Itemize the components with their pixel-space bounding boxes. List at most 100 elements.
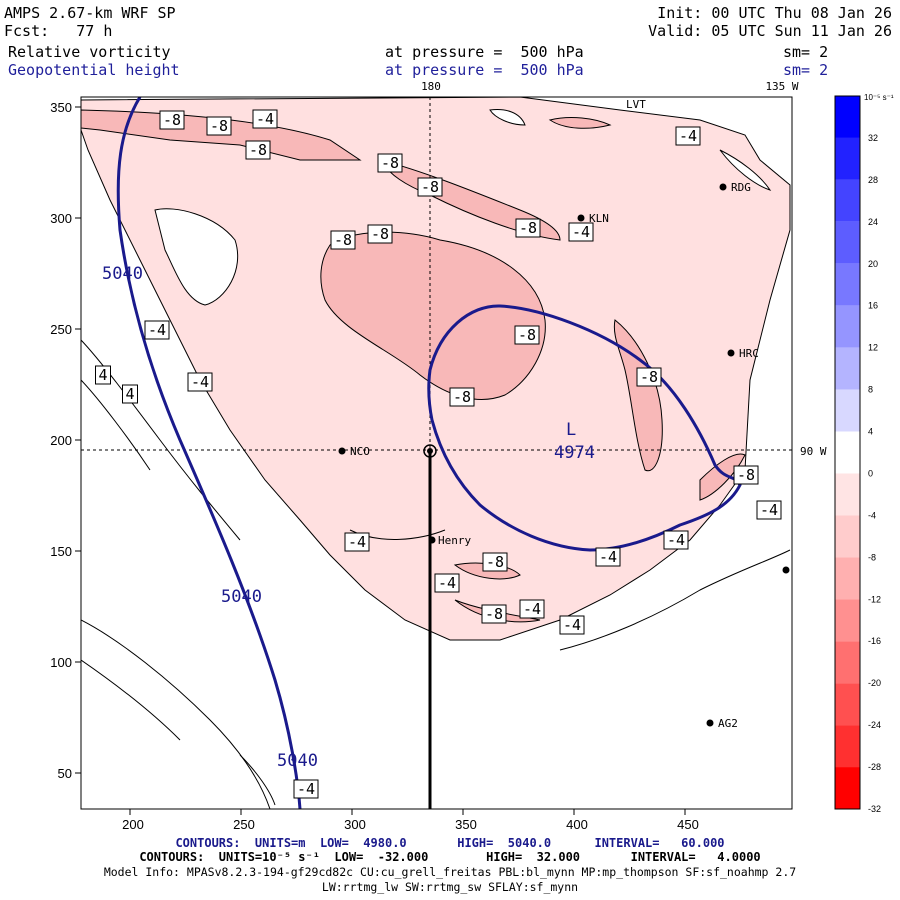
colorbar-swatch bbox=[835, 137, 860, 180]
parallel-90w-label: 90 W bbox=[800, 445, 827, 458]
station-label-hrc: HRC bbox=[739, 347, 759, 360]
vorticity-label-box bbox=[595, 547, 621, 567]
vorticity-label: -8 bbox=[486, 553, 504, 571]
colorbar-swatch bbox=[835, 179, 860, 222]
vorticity-label-box bbox=[519, 599, 545, 619]
vorticity-label-box bbox=[568, 222, 594, 242]
vorticity-label-box bbox=[367, 224, 393, 244]
x-axis: 200 250 300 350 400 450 bbox=[122, 809, 699, 832]
vorticity-label-box bbox=[434, 573, 460, 593]
footer-contours-height: CONTOURS: UNITS=m LOW= 4980.0 HIGH= 5040… bbox=[175, 836, 725, 850]
colorbar-swatch bbox=[835, 515, 860, 558]
colorbar: 32 28 24 20 16 12 8 4 0 -4 -8 -12 -16 -20 -24 -28 -32 bbox=[834, 95, 881, 814]
footer-contours-vorticity: CONTOURS: UNITS=10⁻⁵ s⁻¹ LOW= -32.000 HI… bbox=[139, 850, 761, 864]
station-marker bbox=[428, 536, 436, 544]
colorbar-swatch bbox=[835, 725, 860, 768]
vorticity-contour-line bbox=[81, 619, 271, 809]
station-label-kln: KLN bbox=[589, 212, 609, 225]
station-label-ag2: AG2 bbox=[718, 717, 738, 730]
vorticity-contour-line bbox=[81, 659, 181, 741]
colorbar-tick-label: -12 bbox=[868, 594, 881, 604]
model-title: AMPS 2.67-km WRF SP bbox=[4, 4, 176, 22]
vorticity-contour-line bbox=[239, 754, 276, 806]
vorticity-label: -4 bbox=[563, 616, 581, 634]
vorticity-label-box bbox=[252, 109, 278, 129]
y-tick-label: 50 bbox=[58, 766, 72, 781]
vorticity-label: -4 bbox=[148, 321, 166, 339]
vorticity-label: 4 bbox=[125, 385, 134, 403]
station-marker bbox=[727, 349, 735, 357]
colorbar-swatch bbox=[835, 305, 860, 348]
colorbar-swatch bbox=[835, 473, 860, 516]
vorticity-label: -4 bbox=[679, 127, 697, 145]
vorticity-label-box bbox=[482, 552, 508, 572]
colorbar-frame bbox=[834, 95, 861, 810]
y-tick-label: 250 bbox=[50, 322, 72, 337]
vorticity-label-box bbox=[95, 365, 111, 385]
vorticity-label: -8 bbox=[210, 117, 228, 135]
vorticity-fill-minus8 bbox=[320, 231, 546, 400]
vorticity-label: -8 bbox=[371, 225, 389, 243]
vorticity-label: -8 bbox=[485, 605, 503, 623]
height-label: 5040 bbox=[221, 587, 262, 607]
vorticity-label: -8 bbox=[640, 368, 658, 386]
vorticity-label: -4 bbox=[760, 501, 778, 519]
y-tick-label: 350 bbox=[50, 100, 72, 115]
vorticity-label: -4 bbox=[191, 373, 209, 391]
field1-level: at pressure = 500 hPa bbox=[385, 43, 584, 61]
colorbar-tick-label: -16 bbox=[868, 636, 881, 646]
colorbar-tick-label: 0 bbox=[868, 468, 873, 478]
station-label-nco: NCO bbox=[350, 445, 370, 458]
vorticity-label-box bbox=[293, 779, 319, 799]
colorbar-tick-label: 4 bbox=[868, 427, 873, 437]
footer-model-info-2: LW:rrtmg_lw SW:rrtmg_sw SFLAY:sf_mynn bbox=[321, 880, 579, 894]
colorbar-swatch bbox=[835, 263, 860, 306]
x-tick-label: 450 bbox=[677, 817, 699, 832]
south-pole-marker bbox=[427, 448, 433, 454]
colorbar-tick-label: -20 bbox=[868, 678, 881, 688]
station-label-rdg: RDG bbox=[731, 181, 751, 194]
station-label-henry: Henry bbox=[438, 534, 471, 547]
colorbar-tick-label: -24 bbox=[868, 720, 881, 730]
vorticity-label: -4 bbox=[438, 574, 456, 592]
vorticity-label-box bbox=[330, 230, 356, 250]
vorticity-label-box bbox=[417, 177, 443, 197]
vorticity-label-box bbox=[756, 500, 782, 520]
vorticity-label: -4 bbox=[297, 780, 315, 798]
vorticity-label-box bbox=[733, 465, 759, 485]
x-tick-label: 200 bbox=[122, 817, 144, 832]
station-marker bbox=[706, 719, 714, 727]
colorbar-tick-label: 8 bbox=[868, 385, 873, 395]
colorbar-swatch bbox=[835, 767, 860, 809]
vorticity-label-box bbox=[144, 320, 170, 340]
vorticity-label: -4 bbox=[523, 600, 541, 618]
vorticity-label-box bbox=[514, 325, 540, 345]
field2-name: Geopotential height bbox=[8, 61, 180, 79]
vorticity-label: -8 bbox=[518, 326, 536, 344]
vorticity-label-box bbox=[159, 110, 185, 130]
y-axis: 350 300 250 200 150 100 50 bbox=[50, 100, 81, 781]
vorticity-contour-line bbox=[81, 339, 241, 541]
vorticity-positive-patch bbox=[154, 208, 239, 306]
field1-smoothing: sm= 2 bbox=[783, 43, 829, 61]
vorticity-label: -4 bbox=[572, 223, 590, 241]
vorticity-label-box bbox=[559, 615, 585, 635]
vorticity-label: -8 bbox=[519, 219, 537, 237]
colorbar-tick-label: 16 bbox=[868, 301, 878, 311]
y-tick-label: 150 bbox=[50, 544, 72, 559]
station-label-lvt: LVT bbox=[626, 98, 646, 111]
low-marker: L bbox=[566, 420, 576, 440]
vorticity-label: -4 bbox=[599, 548, 617, 566]
vorticity-contour-line bbox=[81, 379, 151, 471]
colorbar-swatch bbox=[835, 557, 860, 600]
vorticity-label: -4 bbox=[667, 531, 685, 549]
x-tick-label: 250 bbox=[233, 817, 255, 832]
vorticity-small-patch bbox=[548, 117, 612, 129]
colorbar-tick-label: -8 bbox=[868, 552, 876, 562]
colorbar-tick-label: 28 bbox=[868, 175, 878, 185]
meridian-180-label: 180 bbox=[421, 80, 441, 93]
vorticity-label-box bbox=[245, 140, 271, 160]
colorbar-tick-label: -32 bbox=[868, 804, 881, 814]
y-tick-label: 100 bbox=[50, 655, 72, 670]
colorbar-tick-label: -4 bbox=[868, 510, 876, 520]
